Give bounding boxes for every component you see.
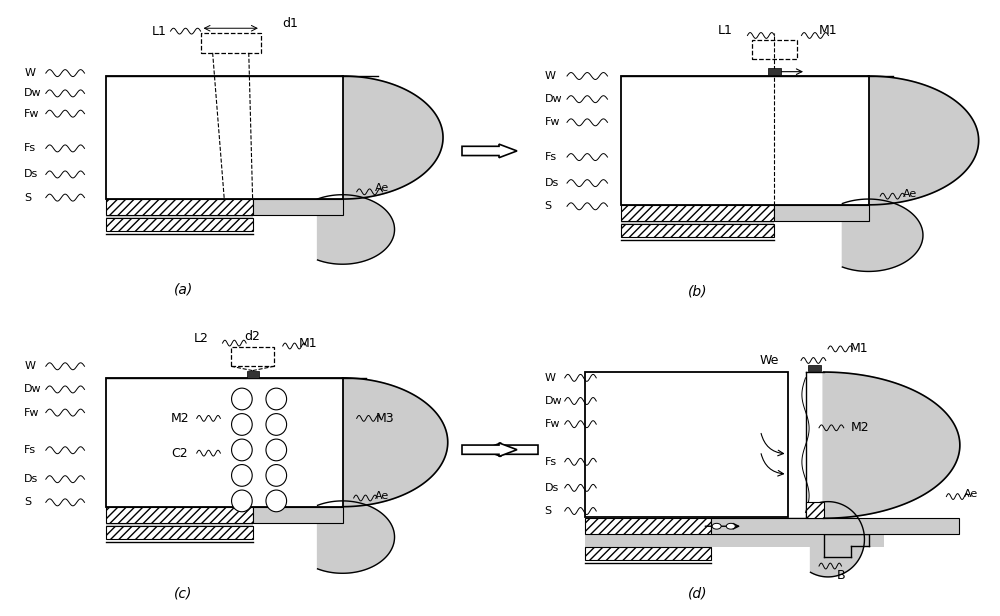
- Polygon shape: [824, 372, 960, 518]
- Text: M1: M1: [850, 342, 869, 355]
- Text: Fs: Fs: [24, 445, 36, 455]
- Polygon shape: [842, 199, 923, 272]
- Text: Ds: Ds: [544, 178, 559, 188]
- Ellipse shape: [266, 388, 287, 410]
- Bar: [106, 522, 253, 525]
- Bar: [621, 205, 774, 221]
- Circle shape: [712, 524, 721, 529]
- Bar: [201, 33, 261, 53]
- Text: Fw: Fw: [24, 108, 40, 119]
- Text: C2: C2: [171, 447, 188, 460]
- Text: W: W: [24, 68, 35, 78]
- Bar: [231, 347, 274, 367]
- Text: Ae: Ae: [375, 491, 389, 501]
- Text: L1: L1: [151, 25, 166, 38]
- Polygon shape: [342, 378, 448, 507]
- Ellipse shape: [232, 464, 252, 486]
- Bar: [585, 534, 884, 547]
- Text: d2: d2: [245, 330, 261, 343]
- Text: d1: d1: [282, 17, 298, 30]
- Bar: [711, 517, 810, 518]
- Text: Ae: Ae: [903, 189, 917, 199]
- Bar: [106, 199, 253, 215]
- Text: We: We: [759, 354, 778, 367]
- Ellipse shape: [266, 464, 287, 486]
- Bar: [106, 507, 253, 522]
- Bar: [621, 221, 774, 224]
- Polygon shape: [318, 195, 395, 264]
- Text: Fs: Fs: [544, 457, 557, 467]
- Text: Dw: Dw: [544, 396, 562, 406]
- Polygon shape: [868, 76, 979, 205]
- Ellipse shape: [232, 490, 252, 512]
- Text: Ds: Ds: [24, 169, 39, 179]
- Polygon shape: [318, 501, 395, 573]
- Text: B: B: [837, 569, 846, 582]
- Bar: [752, 40, 797, 59]
- Bar: [774, 205, 868, 221]
- Ellipse shape: [266, 490, 287, 512]
- Bar: [711, 518, 958, 534]
- Polygon shape: [342, 76, 443, 199]
- Bar: [621, 76, 868, 205]
- Text: S: S: [544, 506, 552, 516]
- Bar: [768, 68, 781, 75]
- Bar: [585, 547, 711, 560]
- Text: Fw: Fw: [544, 419, 560, 429]
- Text: M1: M1: [299, 338, 318, 351]
- Ellipse shape: [266, 439, 287, 461]
- Text: Dw: Dw: [24, 88, 42, 99]
- Polygon shape: [811, 501, 864, 577]
- Text: Ds: Ds: [544, 483, 559, 493]
- Bar: [247, 371, 259, 378]
- Text: L2: L2: [194, 331, 208, 344]
- Text: Dw: Dw: [544, 94, 562, 104]
- Text: (b): (b): [688, 285, 707, 299]
- Bar: [253, 199, 342, 215]
- Ellipse shape: [232, 388, 252, 410]
- Text: M2: M2: [850, 421, 869, 434]
- Text: S: S: [24, 193, 31, 203]
- Bar: [621, 224, 774, 237]
- Text: Fw: Fw: [544, 117, 560, 128]
- Ellipse shape: [232, 439, 252, 461]
- Text: (c): (c): [174, 587, 193, 601]
- Text: L1: L1: [718, 24, 732, 37]
- Bar: [253, 507, 342, 522]
- Bar: [106, 525, 253, 538]
- Text: S: S: [544, 201, 552, 211]
- Text: W: W: [544, 373, 556, 383]
- Text: S: S: [24, 497, 31, 508]
- Bar: [106, 378, 342, 507]
- Text: Ds: Ds: [24, 474, 39, 484]
- Text: M1: M1: [819, 24, 838, 37]
- Text: W: W: [544, 71, 556, 81]
- Text: Ae: Ae: [375, 184, 389, 193]
- Circle shape: [726, 524, 735, 529]
- Text: W: W: [24, 361, 35, 371]
- Ellipse shape: [232, 413, 252, 436]
- Text: M2: M2: [171, 412, 190, 425]
- Text: (a): (a): [174, 282, 193, 296]
- Text: M3: M3: [376, 412, 394, 425]
- Text: Fw: Fw: [24, 408, 40, 418]
- Bar: [806, 503, 824, 518]
- Ellipse shape: [266, 413, 287, 436]
- Bar: [808, 365, 821, 371]
- Bar: [106, 218, 253, 231]
- Text: Fs: Fs: [544, 152, 557, 162]
- Text: Fs: Fs: [24, 144, 36, 153]
- Text: Ae: Ae: [964, 490, 979, 500]
- Bar: [106, 215, 253, 218]
- Bar: [585, 372, 788, 517]
- Text: (d): (d): [688, 587, 707, 601]
- Bar: [585, 518, 711, 534]
- Bar: [106, 76, 342, 199]
- Text: Dw: Dw: [24, 384, 42, 394]
